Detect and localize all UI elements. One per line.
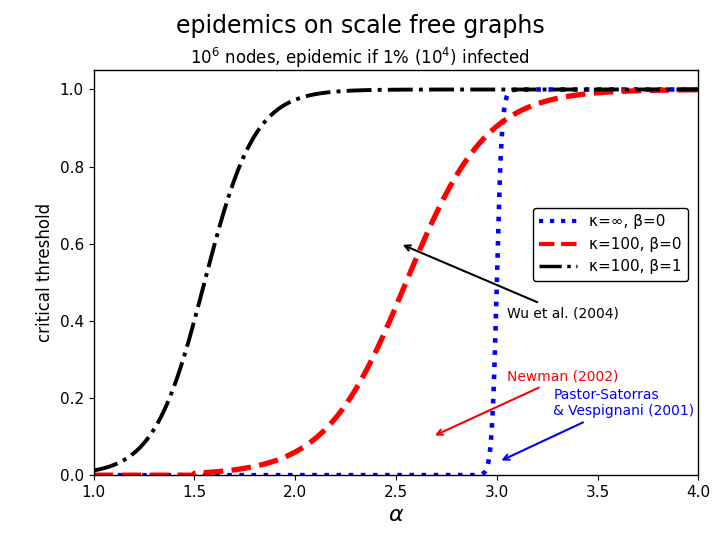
Text: Wu et al. (2004): Wu et al. (2004) (405, 245, 618, 320)
X-axis label: α: α (389, 505, 403, 525)
Text: Pastor-Satorras
& Vespignani (2001): Pastor-Satorras & Vespignani (2001) (503, 388, 694, 460)
Text: Newman (2002): Newman (2002) (437, 370, 618, 435)
Text: epidemics on scale free graphs: epidemics on scale free graphs (176, 14, 544, 37)
Y-axis label: critical threshold: critical threshold (36, 203, 54, 342)
Text: $10^6$ nodes, epidemic if 1% ($10^4$) infected: $10^6$ nodes, epidemic if 1% ($10^4$) in… (190, 46, 530, 70)
Legend: κ=∞, β=0, κ=100, β=0, κ=100, β=1: κ=∞, β=0, κ=100, β=0, κ=100, β=1 (533, 208, 688, 281)
